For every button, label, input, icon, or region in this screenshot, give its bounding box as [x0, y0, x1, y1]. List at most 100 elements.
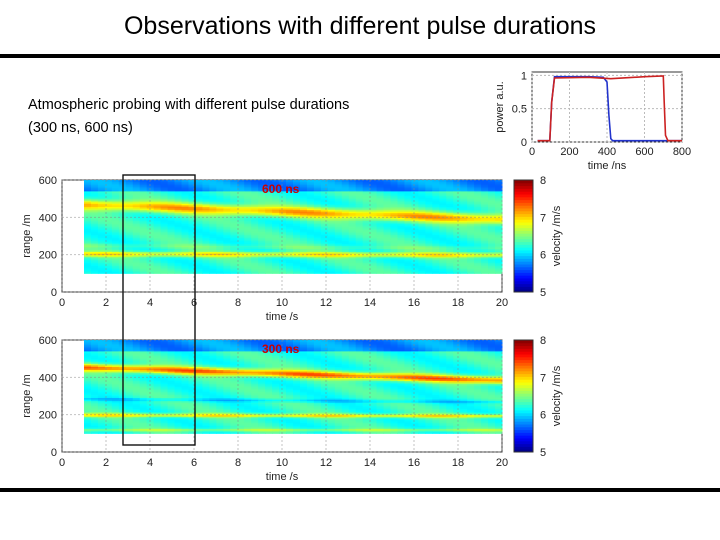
heatmap-cell — [111, 363, 120, 366]
heatmap-cell — [293, 184, 301, 187]
heatmap-cell — [202, 399, 210, 402]
heatmap-cell — [84, 267, 92, 270]
heatmap-cell — [160, 391, 169, 394]
heatmap-cell — [279, 211, 287, 214]
heatmap-cell — [97, 410, 106, 413]
heatmap-cell — [209, 248, 217, 251]
heatmap-cell — [188, 240, 196, 243]
heatmap-cell — [383, 254, 392, 257]
heatmap-cell — [230, 259, 238, 262]
heatmap-cell — [125, 340, 134, 343]
heatmap-cell — [84, 226, 92, 229]
heatmap-cell — [446, 251, 454, 254]
heatmap-cell — [125, 403, 134, 406]
heatmap-cell — [84, 431, 92, 434]
heatmap-cell — [125, 385, 134, 388]
heatmap-cell — [209, 420, 217, 423]
heatmap-cell — [467, 237, 475, 240]
heatmap-cell — [390, 254, 398, 257]
heatmap-cell — [223, 360, 231, 363]
heatmap-cell — [216, 259, 224, 262]
heatmap-cell — [111, 236, 120, 239]
heatmap-cell — [446, 270, 454, 273]
heatmap-cell — [474, 268, 482, 271]
heatmap-cell — [160, 260, 169, 263]
heatmap-cell — [355, 270, 364, 273]
heatmap-cell — [237, 271, 245, 274]
heatmap-cell — [265, 181, 273, 184]
heatmap-cell — [348, 248, 357, 251]
heatmap-cell — [230, 200, 238, 203]
heatmap-cell — [202, 264, 210, 267]
heatmap-cell — [474, 190, 482, 193]
heatmap-cell — [341, 181, 350, 184]
colorbar-segment — [514, 191, 533, 195]
heatmap-cell — [299, 208, 308, 211]
heatmap-cell — [432, 259, 440, 262]
heatmap-cell — [432, 200, 440, 203]
heatmap-cell — [279, 232, 287, 235]
heatmap-cell — [97, 264, 106, 267]
heatmap-cell — [404, 256, 412, 259]
heatmap-cell — [383, 198, 392, 201]
heatmap-cell — [390, 218, 398, 221]
colorbar-segment — [514, 205, 533, 209]
heatmap-cell — [439, 239, 447, 242]
heatmap-cell — [84, 229, 92, 232]
heatmap-cell — [481, 246, 489, 249]
heatmap-cell — [216, 364, 224, 367]
heatmap-cell — [467, 242, 475, 245]
heatmap-cell — [181, 197, 189, 200]
heatmap-cell — [418, 184, 426, 187]
heatmap-cell — [383, 260, 392, 263]
heatmap-cell — [279, 265, 287, 268]
heatmap-cell — [139, 194, 148, 197]
heatmap-cell — [104, 358, 113, 361]
heatmap-cell — [404, 215, 412, 218]
heatmap-cell — [495, 217, 503, 220]
heatmap-cell — [104, 408, 113, 411]
heatmap-cell — [369, 259, 378, 262]
heatmap-cell — [411, 229, 419, 232]
heatmap-cell — [167, 431, 176, 434]
heatmap-cell — [425, 251, 433, 254]
heatmap-cell — [202, 402, 210, 405]
heatmap-cell — [174, 228, 183, 231]
heatmap-cell — [244, 212, 252, 215]
heatmap-cell — [139, 358, 148, 361]
heatmap-cell — [230, 203, 238, 206]
heatmap-cell — [230, 184, 238, 187]
heatmap-cell — [104, 248, 113, 251]
heatmap-cell — [132, 218, 141, 221]
heatmap-cell — [174, 262, 183, 265]
heatmap-cell — [160, 388, 169, 391]
heatmap-cell — [90, 195, 99, 198]
heatmap-cell — [293, 250, 301, 253]
heatmap-cell — [188, 413, 196, 416]
heatmap-cell — [286, 231, 294, 234]
heatmap-cell — [481, 234, 489, 237]
heatmap-cell — [188, 354, 196, 357]
heatmap-cell — [139, 220, 148, 223]
heatmap-cell — [174, 366, 183, 369]
heatmap-cell — [341, 190, 350, 193]
heatmap-cell — [425, 206, 433, 209]
heatmap-cell — [390, 215, 398, 218]
heatmap-cell — [237, 270, 245, 273]
heatmap-cell — [306, 220, 315, 223]
heatmap-cell — [111, 239, 120, 242]
heatmap-cell — [153, 220, 162, 223]
heatmap-cell — [425, 257, 433, 260]
heatmap-cell — [97, 214, 106, 217]
heatmap-cell — [446, 248, 454, 251]
heatmap-cell — [209, 430, 217, 433]
heatmap-cell — [174, 220, 183, 223]
heatmap-cell — [125, 186, 134, 189]
heatmap-cell — [348, 254, 357, 257]
heatmap-cell — [132, 372, 141, 375]
heatmap-cell — [97, 428, 106, 431]
heatmap-cell — [488, 240, 496, 243]
heatmap-cell — [132, 371, 141, 374]
heatmap-cell — [258, 251, 266, 254]
